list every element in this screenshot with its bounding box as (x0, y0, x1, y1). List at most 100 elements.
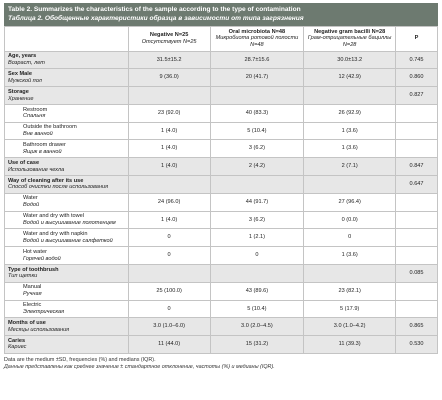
label-ru: Способ очистки после использования (8, 184, 109, 191)
table-row: Type of toothbrush Тип щетки 0.085 (4, 263, 438, 283)
row-label: Manual Ручная (4, 281, 129, 301)
p-value: 0.860 (395, 68, 438, 88)
cell: 11 (39.3) (303, 335, 397, 354)
cell: 43 (89.6) (209, 281, 305, 301)
cell (127, 86, 211, 105)
label: Sex Male (8, 70, 32, 77)
p-value: 0.865 (395, 317, 438, 337)
label: Storage (8, 88, 29, 95)
p-value: 0.847 (395, 157, 438, 177)
cell (209, 175, 305, 194)
page: Table 2. Summarizes the characteristics … (4, 3, 438, 372)
label-ru: Кариес (8, 344, 27, 351)
p-value (395, 299, 438, 319)
label-ru: Спальня (23, 113, 46, 120)
p-value: 0.647 (395, 175, 438, 194)
footnote: Data are the medium ±SD, frequencies (%)… (4, 356, 156, 363)
table-row: Manual Ручная 25 (100.0) 43 (89.6) 23 (82.1) (4, 281, 438, 301)
row-label: Caries Кариес (4, 335, 129, 354)
cell: 5 (10.4) (209, 299, 305, 319)
cell: 44 (91.7) (209, 192, 305, 212)
cell: 11 (44.0) (127, 335, 211, 354)
cell: 3.0 (1.0–6.0) (127, 317, 211, 337)
table-row: Outside the bathroom Вне ванной 1 (4.0) 5 (… (4, 121, 438, 141)
label: Hot water (23, 248, 47, 255)
label-ru: Водой и высушивание салфеткой (23, 237, 113, 244)
row-label: Months of use Месяцы использования (4, 317, 129, 337)
p-value: 0.530 (395, 335, 438, 354)
table-row: Months of use Месяцы использования 3.0 (1.… (4, 317, 438, 337)
cell: 5 (10.4) (209, 121, 305, 141)
cell: 0 (209, 246, 305, 265)
cell: 12 (42.9) (303, 68, 397, 88)
row-label: Outside the bathroom Вне ванной (4, 121, 129, 141)
label: Restroom (23, 106, 48, 113)
label-ru: Хранение (8, 95, 34, 102)
table-row: Water and dry with towel Водой и высушива… (4, 210, 438, 230)
cell: 3.0 (1.0–4.2) (303, 317, 397, 337)
p-value (395, 210, 438, 230)
label: Caries (8, 337, 26, 344)
cell: 5 (17.9) (303, 299, 397, 319)
cell: 40 (83.3) (209, 103, 305, 123)
cell: 0 (127, 246, 211, 265)
label: Way of cleaning after its use (8, 177, 84, 184)
p-value (395, 246, 438, 265)
column-name-ru: Отсутствует N=25 (141, 38, 197, 45)
row-label: Water and dry with towel Водой и высушива… (4, 210, 129, 230)
header-cell: P (395, 26, 438, 52)
table-row: Use of case Использование чехла 1 (4.0) 2 (… (4, 157, 438, 177)
table-row: Bathroom drawer Ящик в ванной 1 (4.0) 3 (6.… (4, 139, 438, 159)
table-row: Electric Электрическая 0 5 (10.4) 5 (17.9) (4, 299, 438, 319)
cell: 25 (100.0) (127, 281, 211, 301)
label-ru: Возраст, лет (8, 59, 45, 66)
cell: 27 (96.4) (303, 192, 397, 212)
title-bar: Table 2. Summarizes the characteristics … (4, 3, 438, 26)
p-value (395, 103, 438, 123)
footnotes: Data are the medium ±SD, frequencies (%)… (4, 357, 438, 372)
table-row: Sex Male Мужской пол 9 (36.0) 20 (41.7) 12 (… (4, 68, 438, 88)
cell: 0 (127, 228, 211, 248)
row-label: Water Водой (4, 192, 129, 212)
label: Manual (23, 284, 42, 291)
title: Table 2. Summarizes the characteristics … (8, 6, 301, 13)
label: Water and dry with napkin (23, 230, 88, 237)
row-label: Storage Хранение (4, 86, 129, 105)
label-ru: Месяцы использования (8, 326, 70, 333)
cell: 9 (36.0) (127, 68, 211, 88)
header-cell: Oral microbiota N=48 Микробиота ротовой п… (209, 26, 305, 52)
table-row: Restroom Спальня 23 (92.0) 40 (83.3) 26 (92.… (4, 103, 438, 123)
cell: 20 (41.7) (209, 68, 305, 88)
table-row: Age, years Возраст, лет 31.5±15.2 28.7±15.6… (4, 50, 438, 70)
cell: 28.7±15.6 (209, 50, 305, 70)
cell: 1 (2.1) (209, 228, 305, 248)
p-value: 0.745 (395, 50, 438, 70)
cell: 1 (4.0) (127, 139, 211, 159)
row-label: Use of case Использование чехла (4, 157, 129, 177)
table-row: Caries Кариес 11 (44.0) 15 (31.2) 11 (39.3) 0… (4, 335, 438, 354)
row-label: Restroom Спальня (4, 103, 129, 123)
cell: 23 (82.1) (303, 281, 397, 301)
cell: 2 (7.1) (303, 157, 397, 177)
cell: 1 (3.6) (303, 139, 397, 159)
table-row: Hot water Горячей водой 0 0 1 (3.6) (4, 246, 438, 265)
cell: 2 (4.2) (209, 157, 305, 177)
cell: 3.0 (2.0–4.5) (209, 317, 305, 337)
label: Water and dry with towel (23, 213, 85, 220)
cell (303, 263, 397, 283)
label-ru: Водой (23, 202, 40, 209)
header-cell: Negative N=25 Отсутствует N=25 (127, 26, 211, 52)
cell (127, 175, 211, 194)
label-ru: Использование чехла (8, 166, 65, 173)
table-row: Water and dry with napkin Водой и высушив… (4, 228, 438, 248)
cell: 31.5±15.2 (127, 50, 211, 70)
table-body: Age, years Возраст, лет 31.5±15.2 28.7±15.6… (4, 50, 438, 354)
cell: 26 (92.9) (303, 103, 397, 123)
header-cell (4, 26, 129, 52)
cell (209, 263, 305, 283)
header-cell: Negative gram bacilli N=28 Грам-отрицател… (303, 26, 397, 52)
p-value (395, 281, 438, 301)
table: Negative N=25 Отсутствует N=25 Oral microb… (4, 26, 438, 354)
cell: 3 (6.2) (209, 210, 305, 230)
row-label: Type of toothbrush Тип щетки (4, 263, 129, 283)
